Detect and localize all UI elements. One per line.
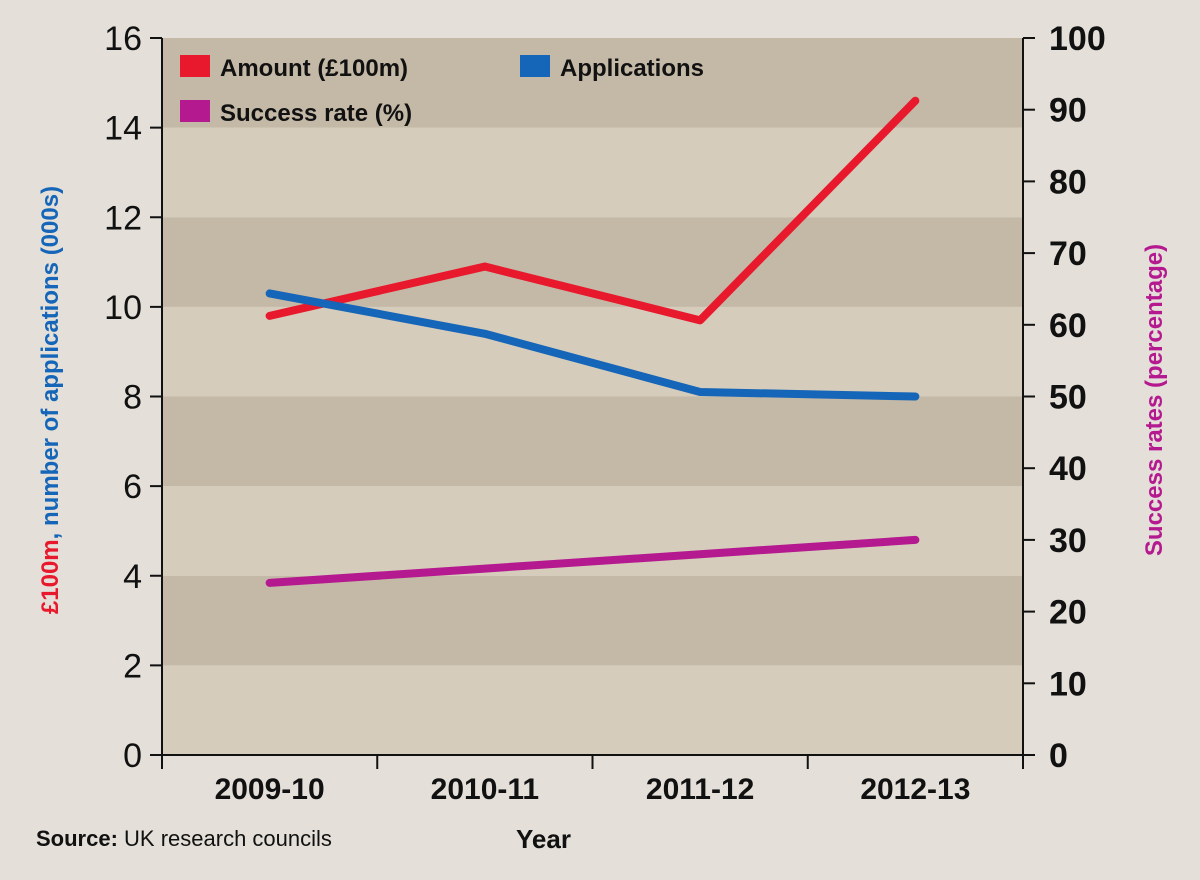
right-tick-label: 90 — [1049, 92, 1087, 130]
plot-band — [162, 38, 1023, 128]
plot-band — [162, 127, 1023, 218]
legend-swatch — [180, 100, 210, 122]
x-tick-label: 2010-11 — [431, 773, 539, 806]
left-tick-label: 6 — [123, 468, 142, 506]
y-axis-title-left-part: , — [37, 526, 64, 539]
x-tick-label: 2012-13 — [860, 773, 970, 806]
legend-label: Applications — [560, 55, 704, 82]
left-axis: 0 2 4 6 8 10 12 14 16 — [104, 20, 163, 775]
x-tick-label: 2011-12 — [646, 773, 754, 806]
right-axis: 0 10 20 30 40 50 60 70 80 90 100 — [1022, 20, 1106, 775]
y-axis-title-left-part: £100m — [37, 539, 64, 614]
y-axis-title-left-part: number of applications (000s) — [37, 186, 64, 526]
left-tick-label: 2 — [123, 647, 142, 685]
plot-band — [162, 665, 1023, 755]
legend-item: Amount (£100m) — [180, 55, 408, 82]
right-tick-label: 60 — [1049, 307, 1087, 345]
x-axis: 2009-10 2010-11 2011-12 2012-13 — [161, 754, 1024, 806]
legend-item: Success rate (%) — [180, 100, 412, 127]
left-tick-label: 8 — [123, 379, 142, 417]
legend: Amount (£100m) Applications Success rate (… — [180, 55, 704, 127]
left-tick-label: 0 — [123, 737, 142, 775]
source-label: Source: — [36, 826, 118, 851]
legend-label: Success rate (%) — [220, 100, 412, 127]
legend-label: Amount (£100m) — [220, 55, 408, 82]
series-line-success-rate — [265, 535, 920, 587]
x-axis-title: Year — [516, 824, 571, 854]
plot-bands — [162, 38, 1023, 755]
plot-band — [162, 575, 1023, 666]
x-tick-label: 2009-10 — [215, 773, 325, 806]
right-tick-label: 80 — [1049, 163, 1087, 201]
left-tick-label: 14 — [104, 110, 142, 148]
right-tick-label: 50 — [1049, 379, 1087, 417]
source-text: UK research councils — [117, 826, 332, 851]
legend-item: Applications — [520, 55, 704, 82]
left-tick-label: 16 — [104, 20, 142, 58]
right-tick-label: 0 — [1049, 737, 1068, 775]
right-tick-label: 10 — [1049, 665, 1087, 703]
source-note: Source: UK research councils — [36, 826, 332, 852]
series-line-amount-100m — [265, 96, 920, 325]
plot-band — [162, 396, 1023, 487]
right-tick-label: 30 — [1049, 522, 1087, 560]
right-tick-label: 100 — [1049, 20, 1106, 58]
left-tick-label: 4 — [123, 558, 142, 596]
legend-swatch — [520, 55, 550, 77]
y-axis-title-left: £100m, number of applications (000s) — [37, 186, 64, 614]
series-lines — [265, 96, 920, 587]
y-axis-title-right: Success rates (percentage) — [1141, 244, 1168, 556]
right-tick-label: 70 — [1049, 235, 1087, 273]
plot-band — [162, 306, 1023, 397]
left-tick-label: 10 — [104, 289, 142, 327]
right-tick-label: 40 — [1049, 450, 1087, 488]
left-tick-label: 12 — [104, 199, 142, 237]
series-line-applications — [265, 289, 920, 401]
legend-swatch — [180, 55, 210, 77]
right-tick-label: 20 — [1049, 594, 1087, 632]
